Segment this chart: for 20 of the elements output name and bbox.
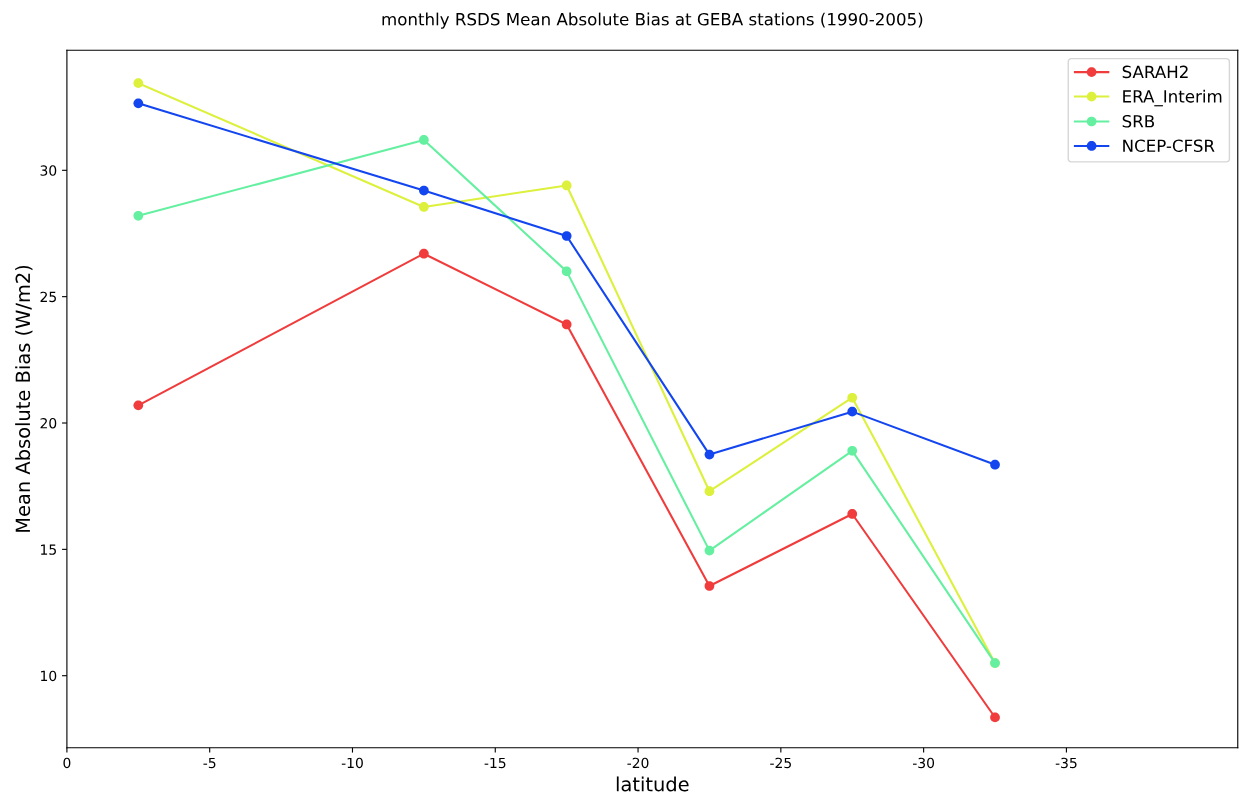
y-tick-label: 15 <box>41 544 56 555</box>
x-tick-label: -35 <box>1055 757 1077 769</box>
x-tick-label: 0 <box>63 757 71 769</box>
x-tick-label: -20 <box>627 757 649 769</box>
y-axis-title: Mean Absolute Bias (W/m2) <box>15 265 33 532</box>
y-tick-label: 25 <box>40 291 56 303</box>
y-tick-label: 30 <box>40 165 57 176</box>
y-tick-label: 10 <box>41 670 57 682</box>
chart-title: monthly RSDS Mean Absolute Bias at GEBA stations (1990-2005) <box>382 12 923 29</box>
x-tick-label: -15 <box>484 757 506 769</box>
legend-label: NCEP-CFSR <box>1123 139 1215 153</box>
legend-label: SRB <box>1122 114 1155 128</box>
x-tick-label: -25 <box>770 757 791 769</box>
legend-label: SARAH2 <box>1122 65 1188 79</box>
x-tick-label: -10 <box>341 757 363 769</box>
legend-label: ERA_Interim <box>1123 89 1222 107</box>
x-tick-label: -5 <box>203 757 216 769</box>
x-axis-title: latitude <box>616 776 689 792</box>
x-tick-label: -30 <box>912 757 935 769</box>
y-tick-label: 20 <box>40 417 57 429</box>
